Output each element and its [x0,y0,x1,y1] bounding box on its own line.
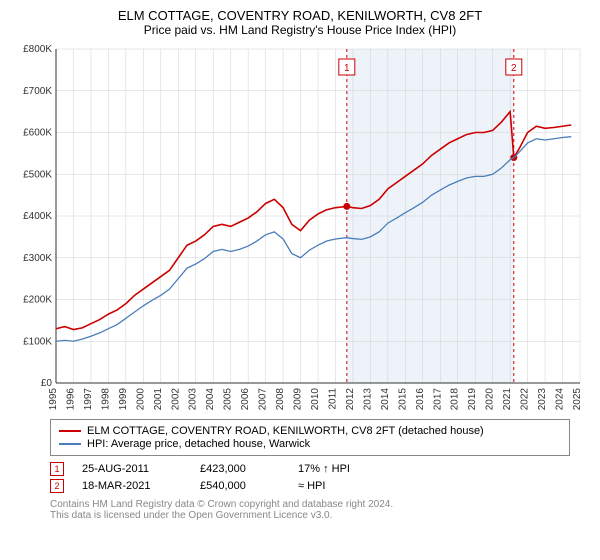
svg-text:2017: 2017 [432,388,443,411]
sale-pct: 17% ↑ HPI [298,463,378,475]
svg-text:£200K: £200K [23,295,52,306]
sale-price: £540,000 [200,480,280,492]
sale-date: 25-AUG-2011 [82,463,182,475]
svg-text:2010: 2010 [310,388,321,411]
svg-text:2024: 2024 [555,388,566,411]
legend: ELM COTTAGE, COVENTRY ROAD, KENILWORTH, … [50,419,570,456]
chart-title: ELM COTTAGE, COVENTRY ROAD, KENILWORTH, … [10,8,590,23]
legend-label: ELM COTTAGE, COVENTRY ROAD, KENILWORTH, … [87,425,484,437]
chart-svg: £0 £100K £200K £300K £400K £500K £600K £700K £80… [10,43,590,413]
svg-text:1996: 1996 [65,388,76,411]
svg-text:2023: 2023 [537,388,548,411]
svg-text:2016: 2016 [415,388,426,411]
svg-text:1995: 1995 [48,388,59,411]
footer: Contains HM Land Registry data © Crown c… [50,499,590,521]
svg-text:2018: 2018 [450,388,461,411]
svg-text:£400K: £400K [23,211,52,222]
legend-item: HPI: Average price, detached house, Warw… [59,438,561,450]
svg-text:2005: 2005 [223,388,234,411]
legend-label: HPI: Average price, detached house, Warw… [87,438,310,450]
svg-text:2019: 2019 [467,388,478,411]
svg-text:1999: 1999 [118,388,129,411]
legend-swatch [59,430,81,432]
legend-item: ELM COTTAGE, COVENTRY ROAD, KENILWORTH, … [59,425,561,437]
svg-text:£800K: £800K [23,44,52,55]
svg-text:2001: 2001 [153,388,164,411]
svg-text:2007: 2007 [258,388,269,411]
svg-text:2: 2 [511,63,517,74]
sale-row: 2 18-MAR-2021 £540,000 ≈ HPI [50,479,590,493]
svg-text:2006: 2006 [240,388,251,411]
sale-date: 18-MAR-2021 [82,480,182,492]
svg-text:2025: 2025 [572,388,583,411]
chart-subtitle: Price paid vs. HM Land Registry's House … [10,23,590,37]
sale-price: £423,000 [200,463,280,475]
footer-line: This data is licensed under the Open Gov… [50,510,590,521]
svg-text:£500K: £500K [23,169,52,180]
svg-text:2002: 2002 [170,388,181,411]
sale-row: 1 25-AUG-2011 £423,000 17% ↑ HPI [50,462,590,476]
svg-text:1998: 1998 [100,388,111,411]
sales-table: 1 25-AUG-2011 £423,000 17% ↑ HPI 2 18-MA… [50,462,590,493]
svg-text:2003: 2003 [188,388,199,411]
svg-text:£300K: £300K [23,253,52,264]
sale-pct: ≈ HPI [298,480,378,492]
chart-plot: £0 £100K £200K £300K £400K £500K £600K £700K £80… [10,43,590,413]
svg-text:£0: £0 [41,378,53,389]
svg-text:1: 1 [344,63,350,74]
svg-text:2020: 2020 [485,388,496,411]
legend-swatch [59,443,81,445]
svg-text:2022: 2022 [520,388,531,411]
svg-text:£700K: £700K [23,86,52,97]
svg-text:2004: 2004 [205,388,216,411]
sale-marker-icon: 1 [50,462,64,476]
svg-text:2013: 2013 [362,388,373,411]
svg-text:2015: 2015 [397,388,408,411]
svg-text:2000: 2000 [135,388,146,411]
svg-text:1997: 1997 [83,388,94,411]
sale-marker-icon: 2 [50,479,64,493]
svg-text:2014: 2014 [380,388,391,411]
svg-text:£100K: £100K [23,336,52,347]
svg-text:2012: 2012 [345,388,356,411]
svg-text:2008: 2008 [275,388,286,411]
footer-line: Contains HM Land Registry data © Crown c… [50,499,590,510]
svg-text:2009: 2009 [293,388,304,411]
svg-text:2021: 2021 [502,388,513,411]
svg-text:£600K: £600K [23,128,52,139]
svg-text:2011: 2011 [327,388,338,410]
